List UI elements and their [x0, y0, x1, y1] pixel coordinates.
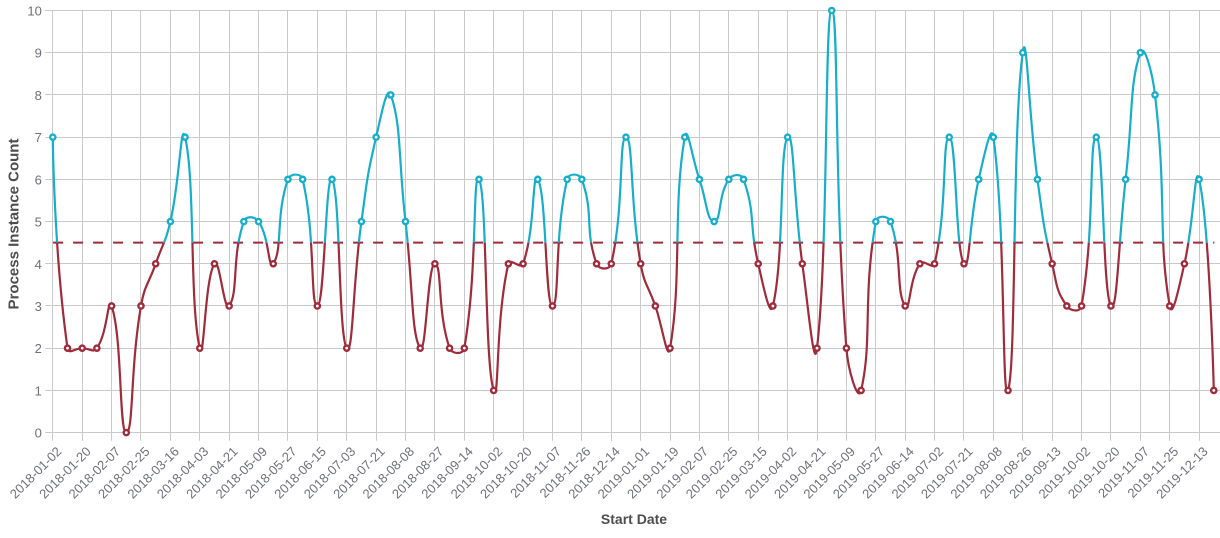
svg-text:3: 3 [35, 299, 42, 314]
svg-text:1: 1 [35, 383, 42, 398]
svg-text:2: 2 [35, 341, 42, 356]
svg-text:0: 0 [35, 426, 42, 441]
svg-text:Start Date: Start Date [601, 511, 667, 527]
svg-text:10: 10 [27, 4, 41, 19]
svg-text:8: 8 [35, 88, 42, 103]
svg-text:7: 7 [35, 130, 42, 145]
svg-text:6: 6 [35, 172, 42, 187]
svg-text:Process Instance Count: Process Instance Count [6, 139, 23, 310]
svg-text:5: 5 [35, 215, 42, 230]
svg-text:4: 4 [35, 257, 42, 272]
svg-text:9: 9 [35, 46, 42, 61]
